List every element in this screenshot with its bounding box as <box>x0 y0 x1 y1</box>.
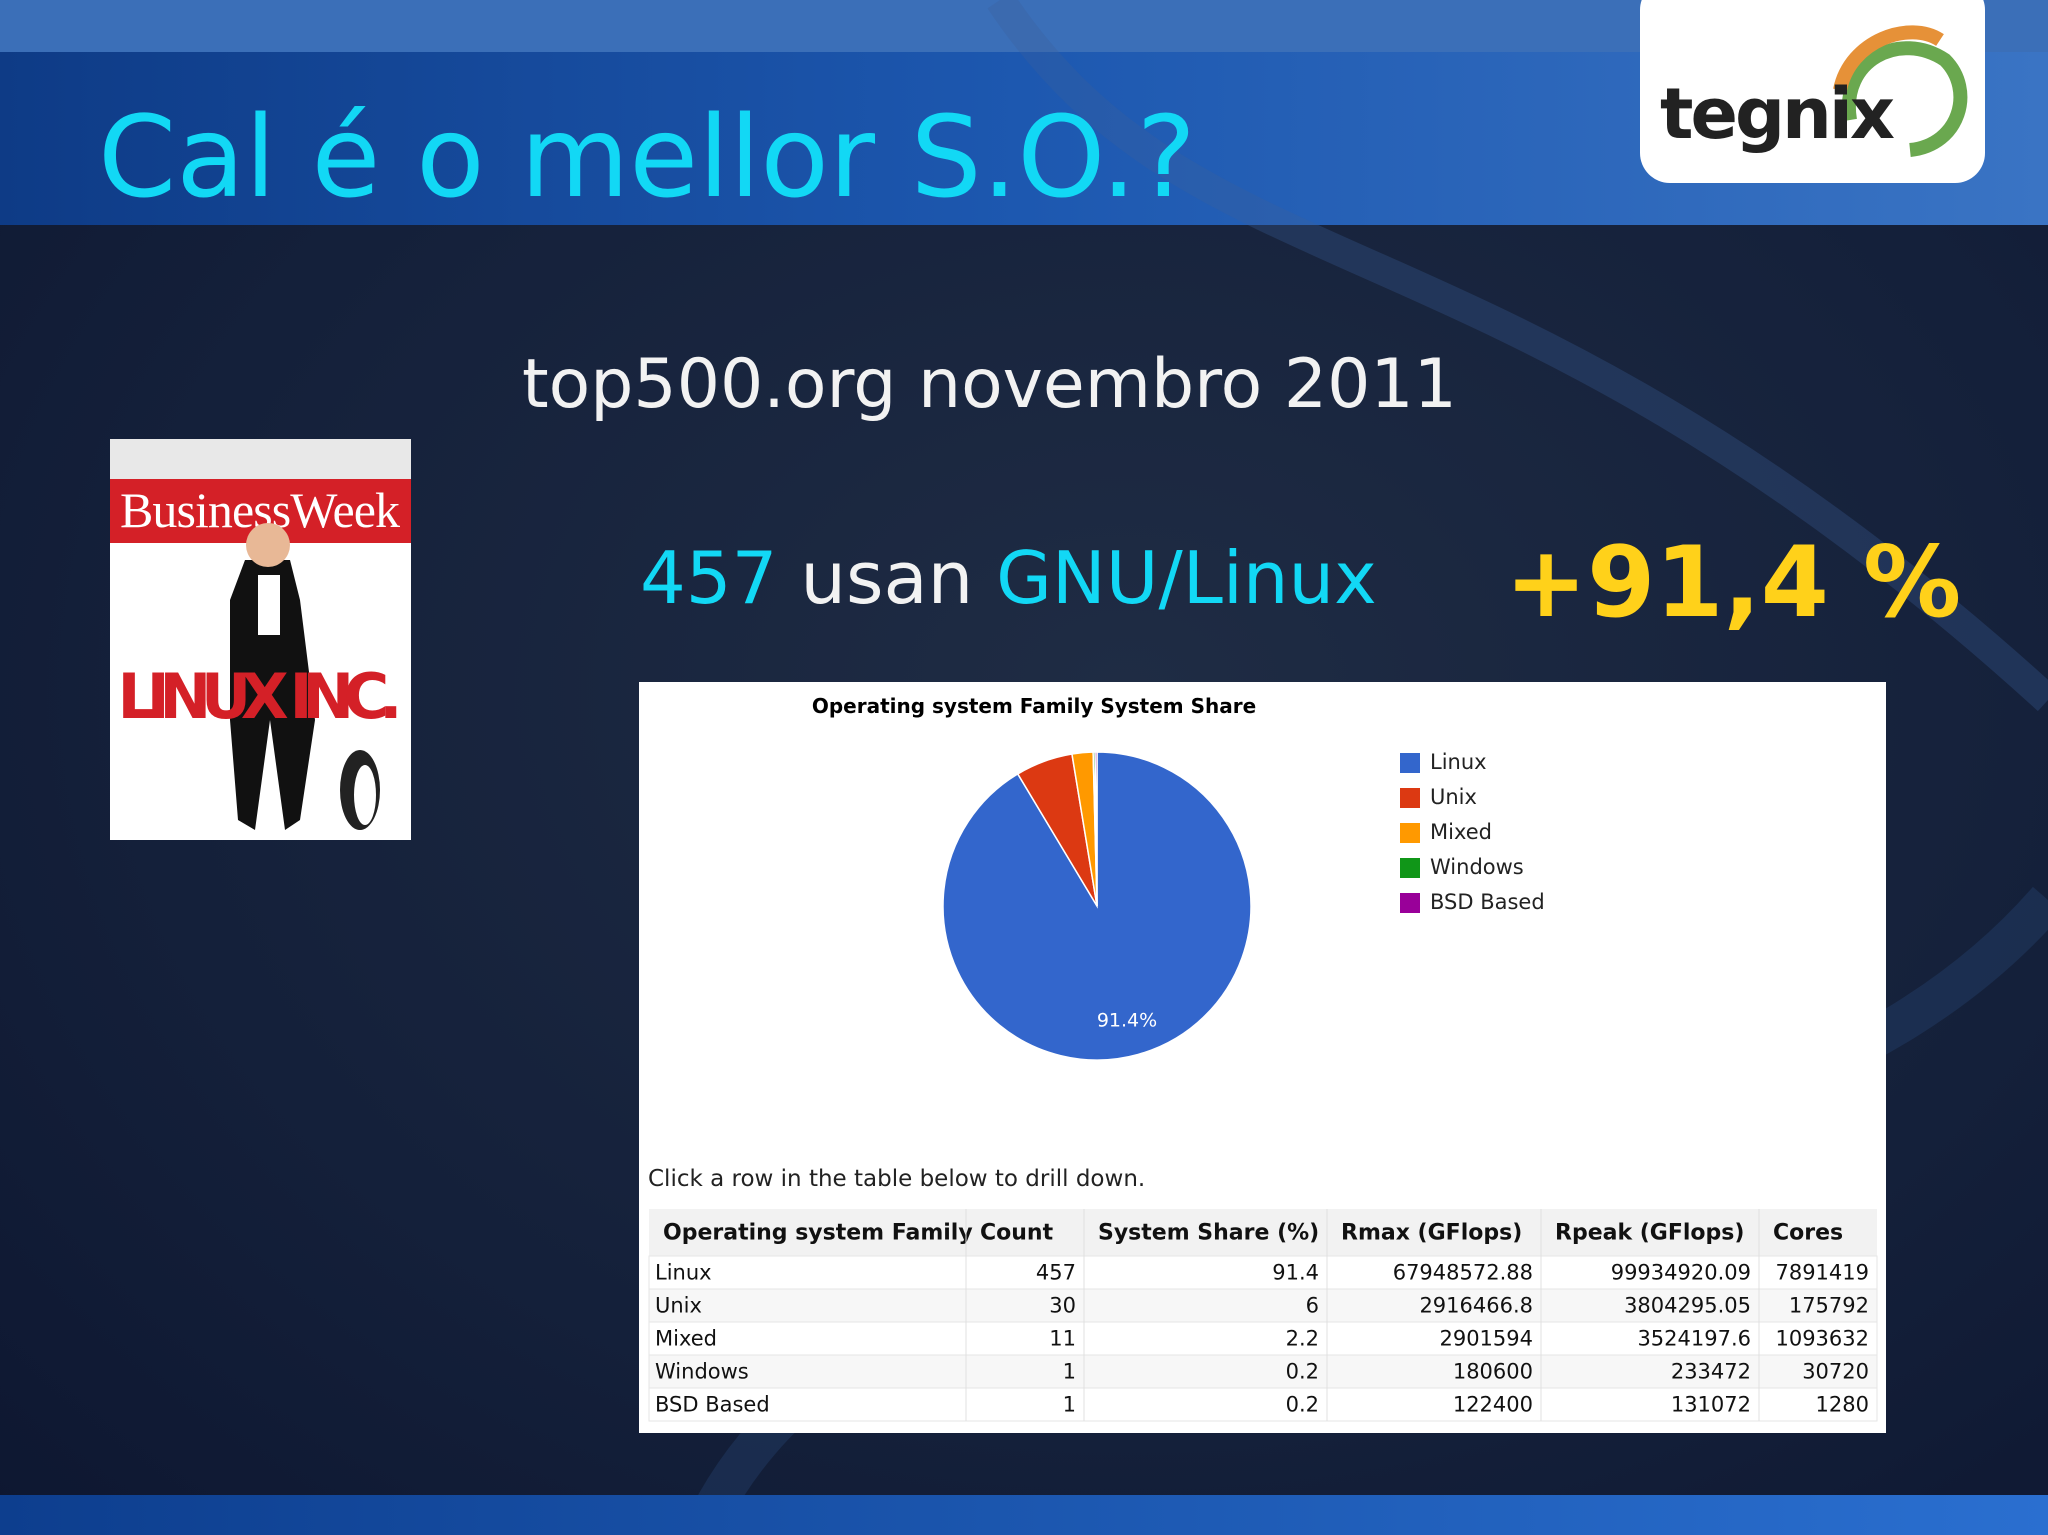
pie-chart: 91.4% Linux Unix Mixed Windows BSD Based <box>942 750 1545 1061</box>
table-cell: Linux <box>655 1261 712 1285</box>
subtitle: top500.org novembro 2011 <box>522 345 1457 424</box>
table-row <box>648 1255 1878 1290</box>
table-cell: 1093632 <box>1775 1327 1869 1351</box>
table-cell: 6 <box>1306 1294 1319 1318</box>
headline: 457 usan GNU/Linux <box>640 536 1377 620</box>
headline-verb: usan <box>800 536 973 620</box>
table-cell: 3524197.6 <box>1637 1327 1751 1351</box>
headline-os: GNU/Linux <box>996 536 1377 620</box>
table-cell: 1 <box>1063 1360 1076 1384</box>
data-table: Operating system Family Count System Share… <box>648 1209 1878 1422</box>
cover-headline: LINUX INC. <box>118 660 403 733</box>
legend-swatch <box>1400 753 1420 773</box>
table-cell: 233472 <box>1671 1360 1751 1384</box>
table-cell: 122400 <box>1453 1393 1533 1417</box>
table-cell: 457 <box>1036 1261 1076 1285</box>
legend-label: Linux <box>1430 750 1487 774</box>
column-header: Count <box>980 1221 1054 1246</box>
legend-swatch <box>1400 823 1420 843</box>
magazine-cover: BusinessWeek LINUX INC. <box>110 439 411 840</box>
table-row <box>648 1354 1878 1389</box>
table-cell: 180600 <box>1453 1360 1533 1384</box>
legend-label: Mixed <box>1430 820 1492 844</box>
table-header-bg <box>649 1209 1877 1256</box>
column-header: System Share (%) <box>1098 1221 1319 1246</box>
pie-slice <box>1094 751 1098 907</box>
table-cell: 3804295.05 <box>1624 1294 1751 1318</box>
table-cell: 0.2 <box>1286 1360 1319 1384</box>
table-cell: 0.2 <box>1286 1393 1319 1417</box>
legend-swatch <box>1400 893 1420 913</box>
legend-label: Unix <box>1430 785 1477 809</box>
table-cell: 1 <box>1063 1393 1076 1417</box>
slice-label: 91.4% <box>1097 1010 1157 1032</box>
headline-count: 457 <box>640 536 777 620</box>
chart-title: Operating system Family System Share <box>812 694 1256 718</box>
legend-label: Windows <box>1430 855 1524 879</box>
legend-label: BSD Based <box>1430 890 1545 914</box>
cover-shirt <box>258 575 280 635</box>
table-cell: 99934920.09 <box>1611 1261 1751 1285</box>
table-row <box>648 1321 1878 1356</box>
table-row <box>648 1387 1878 1422</box>
table-cell: 30 <box>1049 1294 1076 1318</box>
table-cell: 1280 <box>1816 1393 1869 1417</box>
logo-swirl <box>1833 25 1944 92</box>
cover-penguin-belly <box>354 765 376 825</box>
logo-text: tegnix <box>1660 73 1895 155</box>
table-cell: 2916466.8 <box>1419 1294 1533 1318</box>
column-header: Rpeak (GFlops) <box>1555 1221 1744 1246</box>
column-header: Cores <box>1773 1221 1843 1246</box>
cover-figure <box>230 560 315 830</box>
column-header: Operating system Family <box>663 1221 973 1246</box>
slide-title: Cal é o mellor S.O.? <box>98 93 1196 223</box>
table-note: Click a row in the table below to drill … <box>648 1166 1145 1192</box>
stat: +91,4 % <box>1505 526 1961 640</box>
table-row <box>648 1288 1878 1323</box>
table-cell: 7891419 <box>1775 1261 1869 1285</box>
logo-swirl <box>1841 41 1968 157</box>
table-cell: 67948572.88 <box>1393 1261 1533 1285</box>
cover-face <box>246 523 290 567</box>
table-cell: 91.4 <box>1272 1261 1319 1285</box>
bottom-band <box>0 1495 2048 1535</box>
cover-top <box>110 439 411 479</box>
table-cell: 2901594 <box>1439 1327 1533 1351</box>
swirl <box>987 0 2048 712</box>
table-cell: 30720 <box>1802 1360 1869 1384</box>
table-cell: 131072 <box>1671 1393 1751 1417</box>
table-cell: Windows <box>655 1360 749 1384</box>
table-cell: Mixed <box>655 1327 717 1351</box>
column-header: Rmax (GFlops) <box>1341 1221 1522 1246</box>
table-cell: 175792 <box>1789 1294 1869 1318</box>
legend-swatch <box>1400 788 1420 808</box>
table-cell: 2.2 <box>1286 1327 1319 1351</box>
table-cell: BSD Based <box>655 1393 770 1417</box>
legend-swatch <box>1400 858 1420 878</box>
table-cell: 11 <box>1049 1327 1076 1351</box>
table-cell: Unix <box>655 1294 702 1318</box>
